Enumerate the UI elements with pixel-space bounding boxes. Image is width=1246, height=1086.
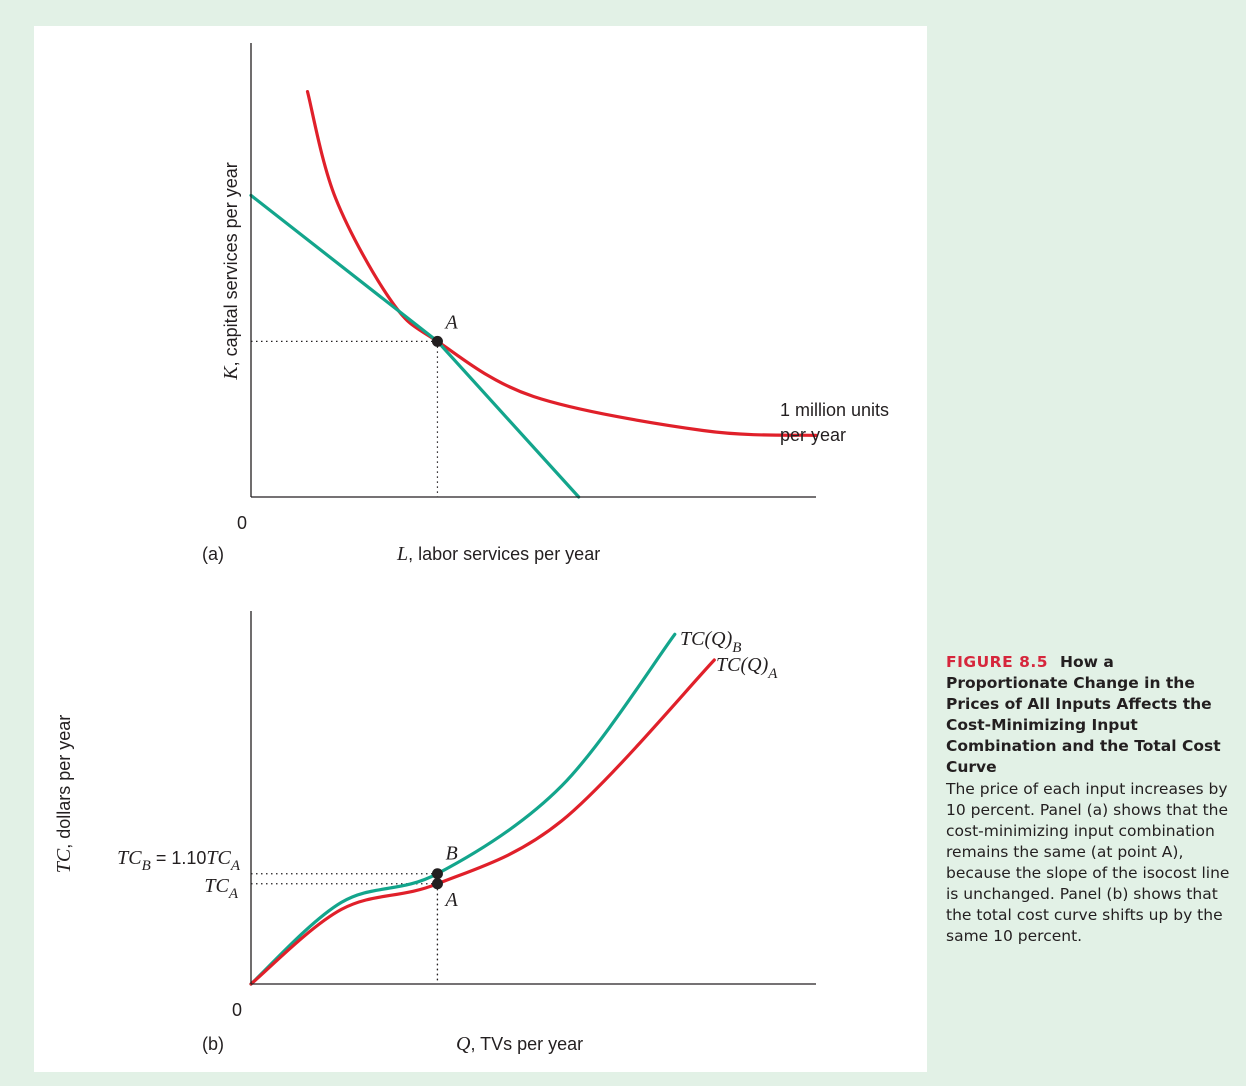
panel-a-x-var: L	[396, 543, 408, 565]
point-a-marker	[431, 335, 443, 347]
ytick-tca-sub: A	[228, 886, 239, 902]
panel-b-x-var: Q	[456, 1033, 471, 1055]
panel-b-origin-label: 0	[232, 1000, 242, 1020]
figure-panel: A 0 (a) L, labor services per year K, ca…	[34, 26, 927, 1072]
tcqa-sub: A	[767, 666, 778, 682]
panel-b-curves	[249, 632, 716, 986]
panel-b-x-rest: , TVs per year	[470, 1034, 583, 1054]
panel-b-y-rest: , dollars per year	[54, 715, 74, 849]
panel-a-isoquant-label-line1: 1 million units	[780, 400, 889, 420]
point-b-marker	[431, 868, 443, 880]
panel-b-ytick-tca: TCA	[204, 875, 238, 902]
panel-b-ytick-tcb: TCB = 1.10TCA	[117, 847, 241, 874]
series-label-tcqb: TC(Q)B	[680, 628, 741, 656]
ytick-tcb-mid: = 1.10	[151, 848, 207, 868]
series-label-tcqa: TC(Q)A	[716, 654, 778, 682]
caption-text: The price of each input increases by 10 …	[946, 780, 1230, 945]
panel-a-y-rest: , capital services per year	[221, 162, 241, 366]
caption-title: How a Proportionate Change in the Prices…	[946, 653, 1221, 776]
ytick-tcb-sub: B	[142, 858, 151, 874]
panel-a-y-var: K	[220, 365, 242, 381]
point-a-marker	[431, 878, 443, 890]
panel-a-x-axis-label: L, labor services per year	[396, 543, 600, 565]
ytick-tcb-main: TC	[117, 847, 142, 869]
panel-a-origin-label: 0	[237, 513, 247, 533]
point-a-label: A	[443, 311, 458, 333]
panel-a-points: A	[431, 311, 458, 347]
isoquant-curve	[305, 90, 818, 437]
panel-b-y-axis-label: TC, dollars per year	[53, 715, 75, 874]
figure-caption: FIGURE 8.5 How a Proportionate Change in …	[946, 652, 1238, 947]
tcqb-main: TC(Q)	[680, 628, 733, 650]
panel-a: A 0 (a) L, labor services per year K, ca…	[202, 43, 889, 565]
panel-b-y-var: TC	[53, 848, 75, 873]
ytick-tcb-sub2: A	[230, 858, 241, 874]
panel-b-label: (b)	[202, 1034, 224, 1054]
panel-a-guides	[251, 340, 439, 497]
panel-a-curves	[249, 90, 818, 499]
panel-a-isoquant-label-line2: per year	[780, 425, 846, 445]
caption-number: FIGURE 8.5	[946, 653, 1049, 671]
panel-b-points: BA	[431, 843, 458, 911]
total-cost-curve-b	[249, 632, 677, 986]
point-a-label: A	[443, 889, 458, 911]
tcqa-main: TC(Q)	[716, 654, 769, 676]
panel-a-y-axis-label: K, capital services per year	[220, 162, 242, 380]
ytick-tcb-main2: TC	[206, 847, 231, 869]
figure-svg: A 0 (a) L, labor services per year K, ca…	[53, 43, 889, 1055]
point-b-label: B	[445, 843, 457, 865]
ytick-tca-main: TC	[204, 875, 229, 897]
panel-b-x-axis-label: Q, TVs per year	[456, 1033, 583, 1055]
panel-a-x-rest: , labor services per year	[408, 544, 600, 564]
tcqb-sub: B	[732, 640, 741, 656]
panel-a-label: (a)	[202, 544, 224, 564]
isocost-line	[249, 193, 581, 499]
panel-b: BA 0 (b) Q, TVs per year TC, dollars per…	[53, 611, 816, 1055]
total-cost-curve-a	[249, 658, 716, 986]
